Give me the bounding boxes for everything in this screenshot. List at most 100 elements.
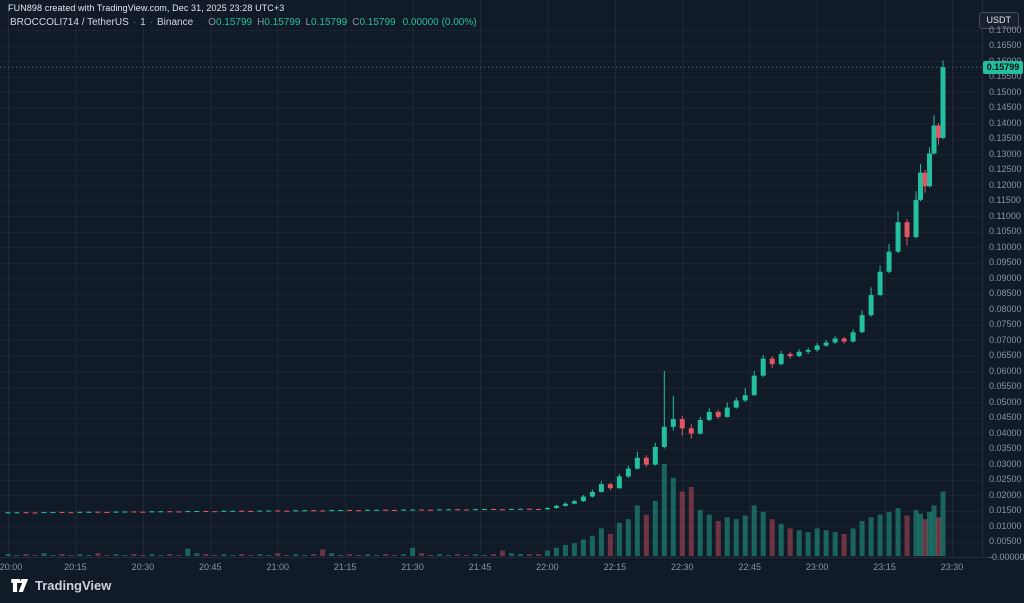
- candle-body: [365, 509, 371, 511]
- volume-bar: [859, 521, 865, 556]
- currency-unit-button[interactable]: USDT: [978, 12, 1019, 29]
- volume-bar: [176, 555, 182, 556]
- price-axis-label: 0.10000: [989, 241, 1022, 252]
- candle-body: [14, 512, 20, 514]
- interval-label[interactable]: 1: [140, 17, 146, 28]
- time-axis-label: 20:00: [0, 562, 23, 572]
- time-axis-label: 20:15: [64, 562, 87, 572]
- volume-bar: [248, 555, 254, 556]
- price-axis-label: 0.01000: [989, 520, 1022, 531]
- candle-body: [616, 476, 622, 489]
- price-axis-label: 0.03500: [989, 443, 1022, 453]
- price-axis-separator: [982, 0, 983, 557]
- volume-bar: [383, 554, 389, 556]
- price-axis[interactable]: 0.17000 0.16500 0.16000 0.15500 0.15000 0.145…: [983, 0, 1024, 561]
- candle-body: [356, 510, 362, 512]
- volume-bar: [535, 554, 541, 556]
- candle-body: [383, 509, 389, 511]
- candle-body: [32, 512, 38, 514]
- candle-body: [931, 125, 937, 154]
- candle-body: [95, 511, 101, 513]
- candle-body: [679, 419, 685, 429]
- volume-bar: [661, 464, 667, 556]
- price-axis-label: 0.00500: [989, 536, 1022, 546]
- candle-body: [742, 395, 748, 401]
- volume-bar: [86, 555, 92, 556]
- volume-bar: [455, 554, 461, 556]
- volume-bar: [284, 555, 290, 556]
- candle-body: [688, 428, 694, 434]
- volume-bar: [77, 554, 83, 556]
- candle-body: [868, 295, 874, 316]
- attribution-text: FUN898 created with TradingView.com, Dec…: [8, 3, 285, 13]
- candle-body: [571, 501, 577, 504]
- price-axis-label: 0.14000: [989, 117, 1022, 128]
- open-value: 0.15799: [215, 17, 253, 28]
- candle-body: [275, 510, 281, 512]
- candle-body: [59, 511, 65, 513]
- candle-body: [895, 222, 901, 252]
- candle-body: [936, 125, 942, 138]
- volume-bar: [41, 553, 47, 556]
- candle-body: [589, 491, 595, 497]
- volume-bar: [769, 519, 775, 556]
- exchange-label[interactable]: Binance: [157, 17, 194, 28]
- candle-body: [5, 512, 11, 514]
- time-axis-label: 20:30: [131, 562, 155, 572]
- time-axis[interactable]: 20:00 20:15 20:30 20:45 21:00 21:15 21:30 21:45…: [0, 558, 982, 576]
- volume-bar: [918, 513, 924, 556]
- candle-body: [652, 446, 658, 465]
- candle-body: [553, 505, 559, 509]
- candle-body: [176, 511, 182, 513]
- price-axis-label: 0.07500: [989, 319, 1022, 329]
- volume-bar: [158, 555, 164, 556]
- candle-body: [562, 503, 568, 506]
- candle-body: [544, 508, 550, 510]
- volume-bar: [347, 554, 353, 556]
- volume-bar: [122, 555, 128, 556]
- volume-bar: [643, 514, 649, 556]
- candle-body: [41, 512, 47, 514]
- price-axis-label: 0.13000: [989, 148, 1022, 159]
- candle-body: [715, 411, 721, 417]
- volume-bar: [868, 517, 874, 556]
- volume-bar: [936, 517, 942, 556]
- tradingview-logo-text: TradingView: [35, 578, 112, 593]
- volume-bar: [149, 554, 155, 556]
- price-axis-label: 0.09000: [989, 272, 1022, 283]
- volume-bar: [931, 505, 937, 556]
- volume-bar: [751, 505, 757, 556]
- candle-body: [401, 509, 407, 511]
- volume-bar: [266, 555, 272, 556]
- price-axis-label: 0.15500: [989, 71, 1022, 81]
- volume-bar: [913, 510, 919, 556]
- volume-bar: [50, 555, 56, 556]
- price-axis-label: 0.11000: [989, 210, 1021, 221]
- volume-bar: [140, 555, 146, 556]
- price-axis-label: 0.13500: [989, 133, 1022, 143]
- volume-bar: [652, 500, 658, 556]
- candle-body: [913, 199, 919, 238]
- candle-body: [293, 510, 299, 512]
- price-axis-label: -0.00000: [989, 551, 1024, 562]
- volume-bar: [517, 554, 523, 556]
- price-axis-label: 0.16000: [989, 56, 1022, 66]
- volume-bar: [428, 555, 434, 556]
- time-axis-label: 22:15: [603, 562, 627, 572]
- volume-bar: [257, 554, 263, 556]
- candle-body: [517, 508, 523, 510]
- change-value: 0.00000 (0.00%): [402, 17, 477, 28]
- candle-body: [697, 419, 703, 434]
- open-label: O: [208, 17, 216, 28]
- volume-bar: [311, 554, 317, 556]
- tradingview-logo[interactable]: TradingView: [10, 577, 111, 594]
- volume-bar: [401, 554, 407, 556]
- candle-body: [239, 510, 245, 512]
- candle-body: [140, 511, 146, 513]
- symbol-title[interactable]: BROCCOLI714 / TetherUS: [10, 17, 129, 28]
- volume-bar: [787, 528, 793, 556]
- time-axis-label: 23:15: [873, 562, 896, 572]
- candle-body: [410, 509, 416, 511]
